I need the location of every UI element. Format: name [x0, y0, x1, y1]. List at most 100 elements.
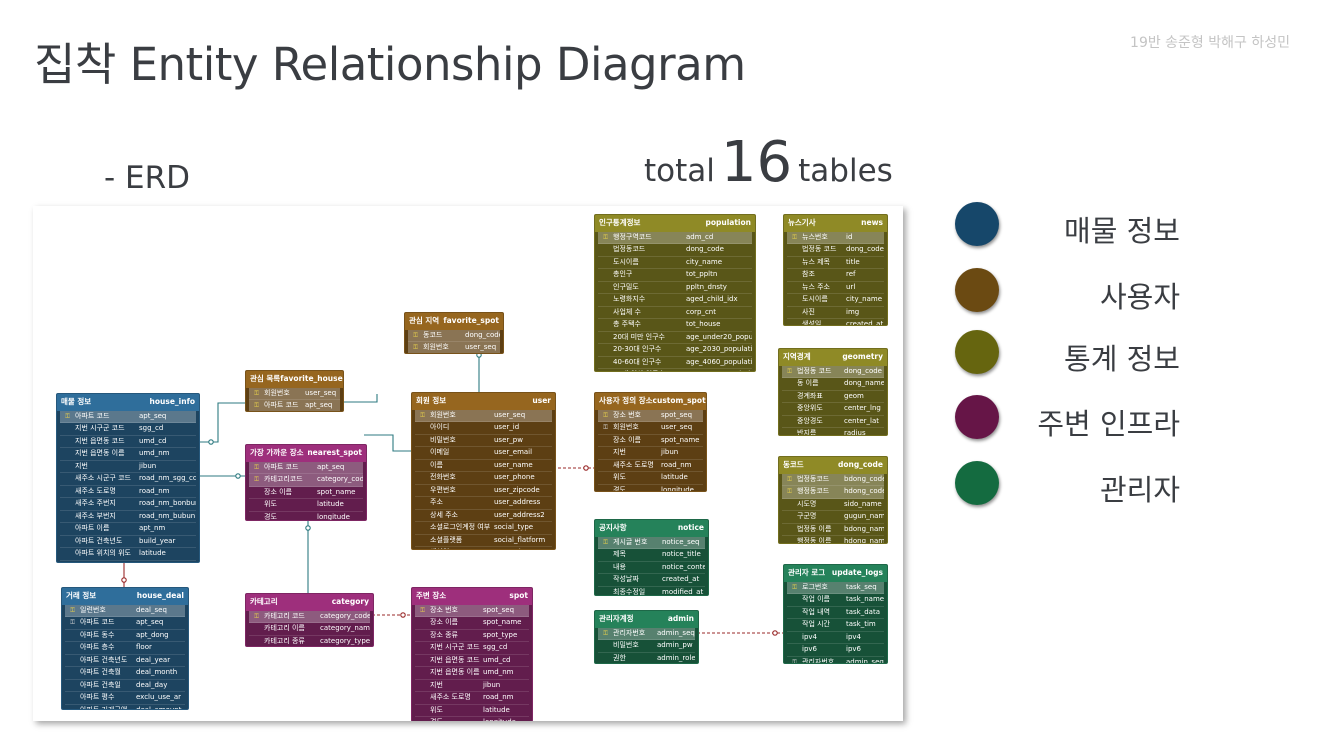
table-row[interactable]: 장소 이름 spot_name [415, 617, 529, 630]
table-row[interactable]: 지번 시구군 코드 sgg_cd [60, 423, 196, 436]
table-row[interactable]: 내용 notice_content [598, 562, 705, 574]
table-row[interactable]: 인구밀도 ppltn_dnsty [598, 282, 752, 294]
table-row[interactable]: 주소 user_address [415, 497, 552, 510]
table-row[interactable]: 지번 jibun [598, 447, 703, 460]
table-row[interactable]: 시도명 sido_name [782, 499, 884, 511]
table-row[interactable]: 총인구 tot_ppltn [598, 269, 752, 282]
table-row[interactable]: 이메일 user_email [415, 447, 552, 460]
table-user[interactable]: 회원 정보 user ⚿ 회원번호 user_seq 아이디 user_id 비밀번호 user… [411, 392, 556, 550]
table-row[interactable]: 도시이름 city_name [598, 257, 752, 269]
table-row[interactable]: 지번 jibun [60, 461, 196, 473]
table-row[interactable]: 새주소 부번지 road_nm_bubun [60, 511, 196, 523]
table-row[interactable]: ⚿ 법정동코드 bdong_code [782, 473, 884, 486]
table-row[interactable]: ⚿ 동코드 dong_code [408, 329, 500, 342]
table-row[interactable]: 이름 user_name [415, 460, 552, 472]
table-dong-code[interactable]: 동코드 dong_code ⚿ 법정동코드 bdong_code ⚿ 행정동코드 hdong_… [778, 456, 888, 544]
table-row[interactable]: 상세 주소 user_address2 [415, 510, 552, 522]
table-row[interactable]: 행정동 이름 hdong_name [782, 536, 884, 543]
table-row[interactable]: 비밀번호 admin_pw [598, 640, 695, 653]
table-row[interactable]: ⚿ 아파트 코드 apt_seq [65, 617, 185, 630]
table-row[interactable]: 제목 notice_title [598, 549, 705, 562]
table-row[interactable]: 위도 latitude [598, 472, 703, 485]
table-row[interactable]: 지번 읍면동 코드 umd_cd [60, 436, 196, 448]
table-notice[interactable]: 공지사항 notice ⚿ 게시글 번호 notice_seq 제목 notice_titl… [594, 519, 709, 596]
table-row[interactable]: ipv4 ipv4 [787, 632, 884, 644]
table-row[interactable]: 동 이름 dong_name [782, 378, 884, 391]
table-row[interactable]: 장소 종류 spot_type [415, 630, 529, 642]
table-row[interactable]: 새주소 주번지 road_nm_bonbun [60, 498, 196, 511]
table-row[interactable]: 중앙경도 center_lat [782, 416, 884, 428]
table-row[interactable]: ⚿ 회원번호 user_seq [249, 387, 340, 400]
table-row[interactable]: ⚿ 행정구역코드 adm_cd [598, 231, 752, 244]
table-admin[interactable]: 관리자계정 admin ⚿ 관리자번호 admin_seq 비밀번호 admin_pw 권한 a… [594, 610, 699, 664]
table-row[interactable]: 작성날짜 created_at [598, 574, 705, 587]
table-row[interactable]: 아파트 동수 apt_dong [65, 630, 185, 642]
table-row[interactable]: 40-60대 인구수 age_4060_population [598, 357, 752, 369]
table-row[interactable]: 아파트 건축년도 build_year [60, 536, 196, 548]
table-row[interactable]: 아파트 건축일 deal_day [65, 680, 185, 692]
table-spot[interactable]: 주변 장소 spot ⚿ 장소 번호 spot_seq 장소 이름 spot_name 장소 … [411, 587, 533, 721]
table-row[interactable]: ⚿ 아파트 코드 apt_seq [60, 410, 196, 423]
table-row[interactable]: 사진 img [787, 307, 884, 319]
table-row[interactable]: 카테고리 종류 category_type [249, 636, 370, 647]
table-row[interactable]: 위도 latitude [415, 705, 529, 717]
table-row[interactable]: 새주소 시군구 코드 road_nm_sgg_cd [60, 473, 196, 486]
table-row[interactable]: 뉴스 주소 url [787, 282, 884, 294]
table-row[interactable]: 노령화지수 aged_child_idx [598, 294, 752, 307]
table-row[interactable]: ⚿ 장소 번호 spot_seq [415, 604, 529, 617]
table-row[interactable]: 경계좌표 geom [782, 391, 884, 403]
table-update-logs[interactable]: 관리자 로그 update_logs ⚿ 로그번호 task_seq 작업 이름 task_… [783, 564, 888, 664]
table-row[interactable]: 새주소 도로명 road_nm [60, 486, 196, 498]
table-row[interactable]: ⚿ 회원번호 user_seq [598, 422, 703, 435]
table-news[interactable]: 뉴스기사 news ⚿ 뉴스번호 id 법정동 코드 dong_code 뉴스 제목 title… [783, 214, 888, 326]
table-row[interactable]: 도시이름 city_name [787, 294, 884, 307]
table-row[interactable]: 지번 읍면동 코드 umd_cd [415, 655, 529, 667]
table-row[interactable]: 법정동 이름 bdong_name [782, 524, 884, 536]
table-category[interactable]: 카테고리 category ⚿ 카테고리 코드 category_code 카테고리 이름… [245, 593, 374, 647]
table-population[interactable]: 인구통계정보 population ⚿ 행정구역코드 adm_cd 법정동코드 dong_c… [594, 214, 756, 372]
table-nearest-spot[interactable]: 가장 가까운 장소 nearest_spot ⚿ 아파트 코드 apt_seq ⚿ 카테고리… [245, 444, 367, 521]
table-row[interactable]: 참조 ref [787, 269, 884, 282]
table-row[interactable]: 장소 이름 spot_name [598, 435, 703, 447]
table-house-info[interactable]: 매물 정보 house_info ⚿ 아파트 코드 apt_seq 지번 시구군 코드 sg… [56, 393, 200, 563]
table-row[interactable]: 법정동코드 dong_code [598, 244, 752, 257]
table-row[interactable]: 아파트 위치의 위도 latitude [60, 548, 196, 561]
table-row[interactable]: 우편번호 user_zipcode [415, 485, 552, 497]
table-geometry[interactable]: 지역경계 geometry ⚿ 법정동 코드 dong_code 동 이름 dong_nam… [778, 348, 888, 436]
table-row[interactable]: 아이디 user_id [415, 422, 552, 435]
table-row[interactable]: 총 주택수 tot_house [598, 319, 752, 332]
table-row[interactable]: 중앙위도 center_lng [782, 403, 884, 416]
table-row[interactable]: 지번 읍면동 이름 umd_nm [60, 448, 196, 461]
table-row[interactable]: ⚿ 게시글 번호 notice_seq [598, 536, 705, 549]
table-row[interactable]: ⚿ 법정동 코드 dong_code [782, 365, 884, 378]
table-row[interactable]: 아파트 이름 apt_nm [60, 523, 196, 536]
table-row[interactable]: ⚿ 뉴스번호 id [787, 231, 884, 244]
table-row[interactable]: ⚿ 행정동코드 hdong_code [782, 486, 884, 499]
table-row[interactable]: 권한 admin_role [598, 653, 695, 664]
table-custom-spot[interactable]: 사용자 정의 장소 custom_spot ⚿ 장소 번호 spot_seq ⚿ 회원번호 u… [594, 392, 707, 492]
table-row[interactable]: 지번 시구군 코드 sgg_cd [415, 642, 529, 655]
table-row[interactable]: 반지름 radius [782, 428, 884, 435]
table-row[interactable]: 20-30대 인구수 age_2030_population [598, 344, 752, 357]
table-house-deal[interactable]: 거래 정보 house_deal ⚿ 일련번호 deal_seq ⚿ 아파트 코드 apt_s… [61, 587, 189, 710]
table-row[interactable]: ⚿ 장소 번호 spot_seq [598, 409, 703, 422]
table-row[interactable]: ⚿ 아파트 코드 apt_seq [249, 461, 363, 474]
table-row[interactable]: ⚿ 회원번호 user_seq [415, 409, 552, 422]
table-row[interactable]: 위도 latitude [249, 499, 363, 512]
table-row[interactable]: 아파트 건축월 deal_month [65, 667, 185, 680]
table-row[interactable]: 뉴스 제목 title [787, 257, 884, 269]
table-row[interactable]: 사업체 수 corp_cnt [598, 307, 752, 319]
table-row[interactable]: ⚿ 관리자번호 admin_seq [787, 657, 884, 664]
table-row[interactable]: ⚿ 회원번호 user_seq [408, 342, 500, 353]
table-row[interactable]: 작업 이름 task_name [787, 594, 884, 607]
table-row[interactable]: 법정동 코드 dong_code [787, 244, 884, 257]
table-row[interactable]: 카테고리 이름 category_name [249, 623, 370, 636]
table-row[interactable]: 전화번호 user_phone [415, 472, 552, 485]
